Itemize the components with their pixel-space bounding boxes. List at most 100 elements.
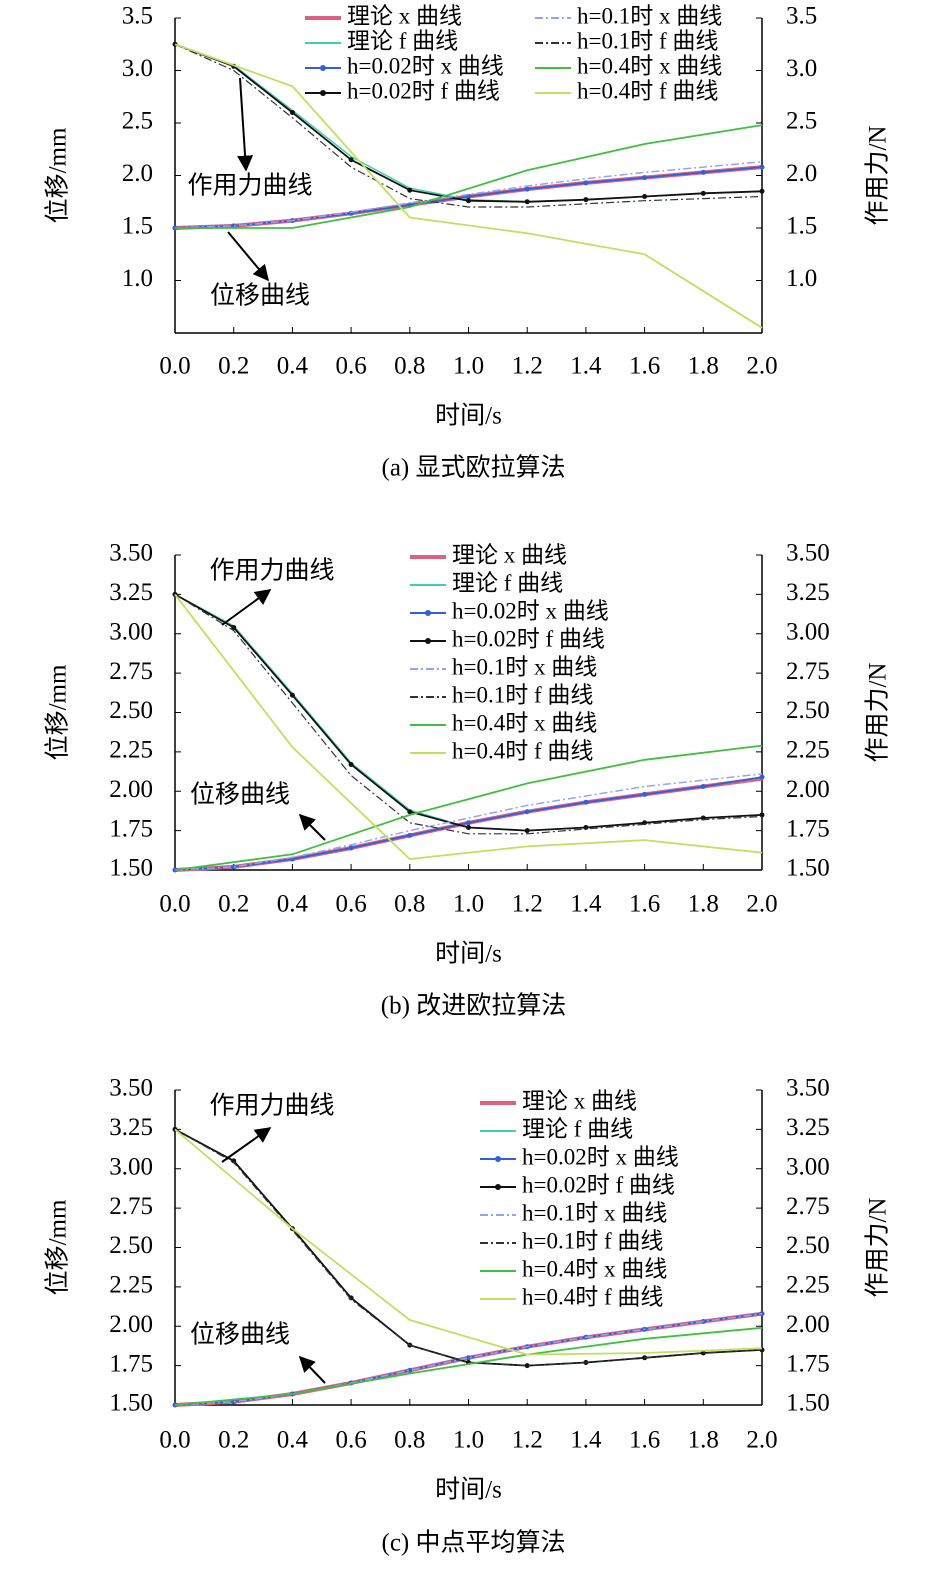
series-line	[174, 744, 763, 871]
series-marker	[642, 1355, 648, 1361]
y-tick-label: 3.5	[122, 3, 153, 30]
y-tick-label: 3.0	[122, 55, 153, 82]
x-tick-label: 0.8	[394, 1427, 425, 1454]
y2-tick-label: 2.00	[786, 776, 830, 803]
y-tick-label: 1.0	[122, 265, 153, 292]
x-tick-label: 1.6	[629, 1427, 660, 1454]
y-tick-label: 3.00	[109, 618, 153, 645]
series-marker	[348, 157, 354, 163]
series-marker	[348, 1295, 354, 1301]
legend-label: h=0.4时 f 曲线	[577, 78, 718, 103]
series-marker	[231, 864, 237, 870]
legend-marker	[320, 90, 326, 96]
y2-tick-label: 3.0	[786, 55, 817, 82]
legend-label: h=0.02时 f 曲线	[347, 78, 500, 103]
y-tick-label: 2.25	[109, 737, 153, 764]
y-tick-label: 1.5	[122, 213, 153, 240]
legend-label: 理论 f 曲线	[452, 570, 563, 595]
legend-label: h=0.1时 f 曲线	[452, 682, 593, 707]
x-tick-label: 2.0	[746, 891, 777, 918]
series-marker	[466, 820, 471, 826]
annotation-arrow	[298, 1355, 326, 1384]
x-axis-label: 时间/s	[435, 402, 502, 430]
y2-tick-label: 3.00	[786, 618, 830, 645]
x-tick-label: 0.8	[394, 891, 425, 918]
legend-marker	[495, 1156, 501, 1162]
y-tick-label: 3.00	[109, 1153, 153, 1180]
x-tick-label: 0.6	[335, 891, 366, 918]
x-tick-label: 1.0	[453, 353, 484, 380]
series-marker	[759, 774, 765, 780]
y2-axis-label: 作用力/N	[864, 125, 892, 225]
y-tick-label: 1.50	[109, 855, 153, 882]
y-tick-label: 1.75	[109, 815, 153, 842]
y2-tick-label: 2.50	[786, 1232, 830, 1259]
series-line	[174, 773, 763, 871]
y2-tick-label: 3.00	[786, 1153, 830, 1180]
series-marker	[524, 1363, 530, 1369]
series-marker	[642, 791, 648, 797]
series-marker	[583, 824, 589, 830]
caption: (b) 改进欧拉算法	[381, 992, 566, 1020]
series-marker	[407, 809, 413, 815]
series-marker	[524, 199, 530, 205]
x-tick-label: 0.2	[218, 891, 249, 918]
y-tick-label: 1.75	[109, 1350, 153, 1377]
x-tick-label: 0.4	[277, 891, 309, 918]
series-line	[174, 161, 763, 229]
legend-label: h=0.4时 x 曲线	[577, 53, 722, 78]
legend-label: h=0.1时 f 曲线	[577, 28, 718, 53]
series-marker	[524, 828, 530, 834]
series-marker	[700, 190, 706, 196]
x-tick-label: 1.8	[688, 1427, 719, 1454]
series-line	[174, 1326, 763, 1406]
x-tick-label: 0.6	[335, 1427, 366, 1454]
legend-marker	[320, 65, 326, 71]
y2-tick-label: 1.50	[786, 855, 830, 882]
y2-tick-label: 2.75	[786, 1193, 830, 1220]
annotation: 作用力曲线	[209, 557, 334, 585]
legend-marker	[495, 1184, 501, 1190]
y2-tick-label: 1.75	[786, 1350, 830, 1377]
legend-label: h=0.4时 x 曲线	[522, 1256, 667, 1281]
y2-tick-label: 3.50	[786, 540, 830, 567]
y2-tick-label: 3.5	[786, 3, 817, 30]
series-marker	[524, 809, 530, 815]
y-tick-label: 2.75	[109, 658, 153, 685]
series-marker	[700, 1350, 706, 1356]
y-tick-label: 2.50	[109, 1232, 153, 1259]
legend-marker	[425, 638, 431, 644]
y-tick-label: 2.00	[109, 776, 153, 803]
x-axis-label: 时间/s	[435, 940, 502, 968]
series-line	[174, 1128, 763, 1367]
legend-marker	[425, 610, 431, 616]
series-marker	[466, 824, 471, 830]
y-tick-label: 3.50	[109, 540, 153, 567]
series-marker	[289, 692, 295, 698]
y-tick-label: 2.5	[122, 108, 153, 135]
legend-label: h=0.02时 f 曲线	[452, 626, 605, 651]
x-tick-label: 0.6	[335, 353, 366, 380]
y-tick-label: 2.75	[109, 1193, 153, 1220]
legend-label: 理论 x 曲线	[452, 542, 567, 567]
x-tick-label: 1.4	[570, 891, 602, 918]
x-tick-label: 1.6	[629, 891, 660, 918]
series-marker	[524, 186, 530, 192]
series-marker	[759, 164, 765, 170]
series-marker	[642, 194, 648, 199]
series-line	[174, 593, 763, 835]
caption: (c) 中点平均算法	[382, 1529, 566, 1557]
series-marker	[289, 110, 295, 115]
x-axis-label: 时间/s	[435, 1476, 502, 1504]
series-marker	[231, 1399, 237, 1405]
x-tick-label: 1.2	[512, 353, 543, 380]
y-tick-label: 3.25	[109, 1114, 153, 1141]
series-marker	[466, 198, 471, 204]
annotation-arrow	[237, 77, 254, 172]
legend-label: h=0.1时 x 曲线	[522, 1200, 667, 1225]
legend-label: 理论 f 曲线	[522, 1116, 633, 1141]
legend-label: h=0.4时 x 曲线	[452, 710, 597, 735]
annotation: 作用力曲线	[187, 172, 312, 200]
y2-axis-label: 作用力/N	[864, 662, 892, 762]
x-tick-label: 2.0	[746, 1427, 777, 1454]
